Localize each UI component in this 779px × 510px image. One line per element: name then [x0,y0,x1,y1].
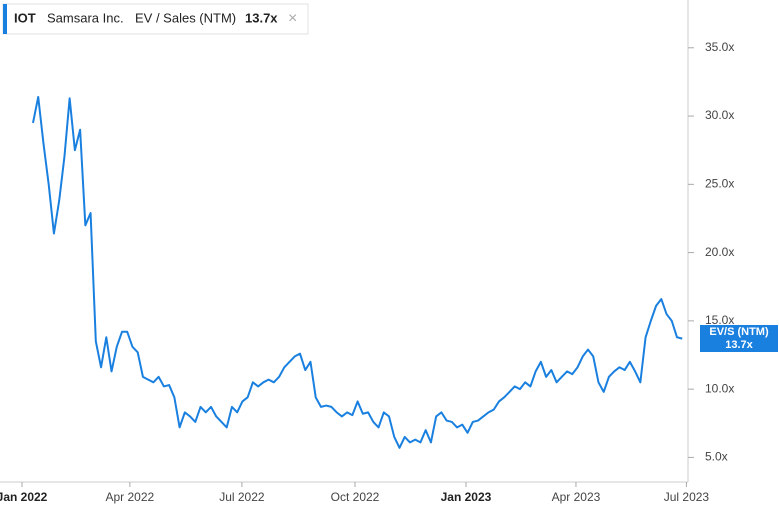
x-tick-label: Jan 2023 [441,490,492,504]
y-tick-label: 15.0x [705,313,734,327]
legend-value: 13.7x [245,10,278,25]
y-tick-label: 30.0x [705,108,734,122]
legend-company: Samsara Inc. [47,10,124,25]
x-tick-label: Apr 2022 [105,490,154,504]
y-tick-label: 35.0x [705,40,734,54]
end-label-value: 13.7x [725,339,753,351]
end-label-name: EV/S (NTM) [709,326,769,338]
y-tick-label: 5.0x [705,450,728,464]
x-tick-label: Jan 2022 [0,490,48,504]
legend-swatch [3,4,7,34]
legend-box [2,3,309,35]
end-label-box [700,325,778,352]
x-tick-label: Apr 2023 [552,490,601,504]
x-tick-label: Jul 2023 [664,490,710,504]
close-button[interactable]: × [288,10,297,27]
y-tick-label: 25.0x [705,177,734,191]
series-line [32,95,683,449]
y-tick-label: 20.0x [705,245,734,259]
legend-metric: EV / Sales (NTM) [135,10,236,25]
y-tick-label: 10.0x [705,381,734,395]
legend-ticker: IOT [14,10,36,25]
x-tick-label: Oct 2022 [331,490,380,504]
plot [32,95,683,449]
x-tick-label: Jul 2022 [219,490,265,504]
